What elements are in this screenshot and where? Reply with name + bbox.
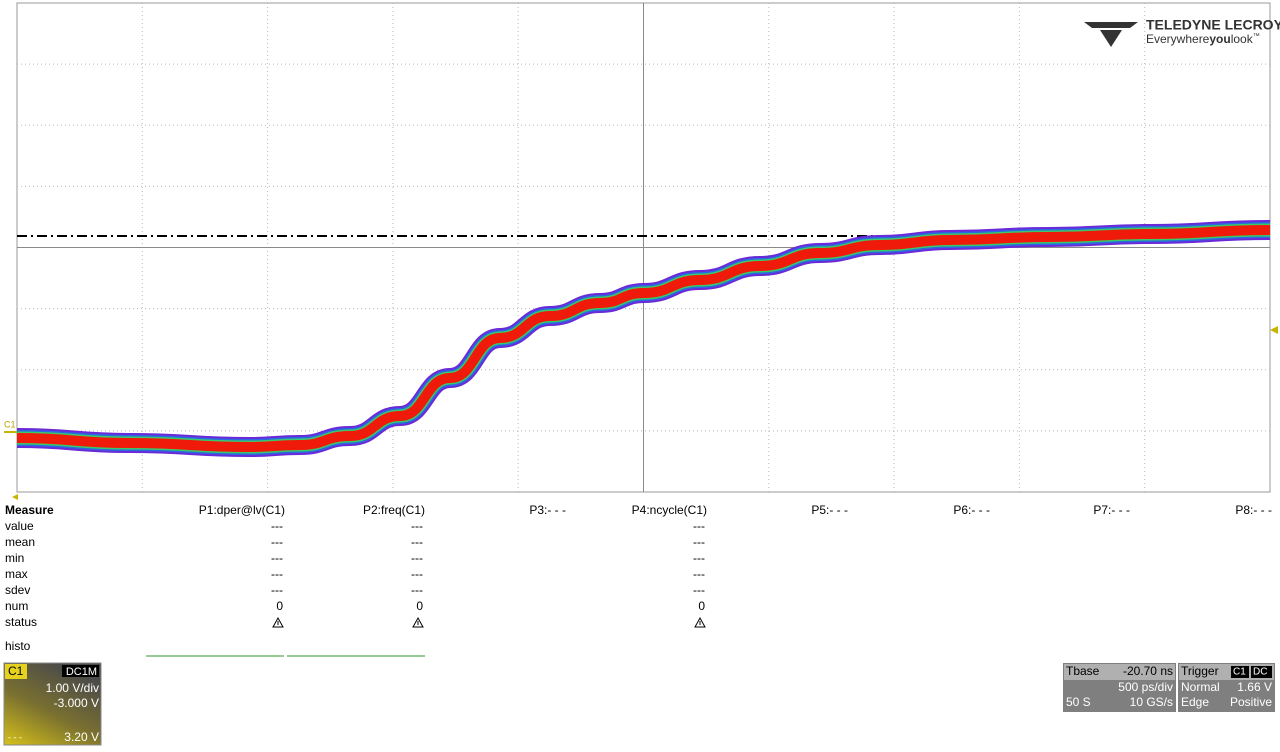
waveform — [16, 220, 1271, 458]
logo: TELEDYNE LECROY Everywhereyoulook™ — [1084, 17, 1280, 47]
tagline: Everywhereyoulook™ — [1146, 32, 1260, 46]
vscale: 1.00 V/div — [46, 681, 99, 695]
brand: TELEDYNE LECROY — [1146, 17, 1280, 33]
channel-box[interactable]: C1 DC1M 1.00 V/div -3.000 V - - - 3.20 V — [3, 662, 102, 746]
param-header: P4:ncycle(C1) — [632, 503, 707, 517]
status-icon — [272, 616, 284, 628]
logo-icon — [1100, 30, 1122, 47]
trigger-box[interactable]: Trigger C1 DC Normal 1.66 V Edge Positiv… — [1178, 663, 1275, 712]
timebase-header — [1064, 664, 1175, 680]
row-label: value — [5, 519, 34, 533]
trigger-slope: Positive — [1230, 695, 1272, 709]
tbase-delay: -20.70 ns — [1123, 664, 1173, 678]
param-value: --- — [411, 583, 423, 597]
param-value: --- — [271, 519, 283, 533]
waveform-band — [16, 225, 1271, 453]
measure-table: Measure histo value mean min max sdev num stat… — [5, 503, 1272, 657]
param-value: --- — [411, 551, 423, 565]
channel-value: 3.20 V — [64, 730, 99, 744]
param-value: 0 — [416, 599, 423, 613]
param-header: P5:- - - — [811, 503, 848, 517]
param-header: P8:- - - — [1235, 503, 1272, 517]
param-header: P1:dper@lv(C1) — [199, 503, 285, 517]
trigger-source: C1 — [1233, 667, 1246, 678]
tbase-rate: 10 GS/s — [1130, 695, 1173, 709]
channel-tag — [5, 664, 27, 679]
offset: -3.000 V — [54, 696, 99, 710]
param-value: --- — [271, 583, 283, 597]
param-value: --- — [271, 567, 283, 581]
param-header: P3:- - - — [529, 503, 566, 517]
source-tag — [1231, 666, 1249, 678]
param-value: 0 — [698, 599, 705, 613]
status-icon — [412, 616, 424, 628]
row-label: sdev — [5, 583, 30, 597]
param-value: --- — [693, 583, 705, 597]
trigger-mode: Normal — [1181, 680, 1220, 694]
measure-title: Measure — [5, 503, 54, 517]
channel-marker-text: - - - — [8, 732, 22, 742]
param-value: --- — [693, 551, 705, 565]
row-label: min — [5, 551, 24, 565]
trigger-coupling: DC — [1253, 667, 1267, 678]
param-header: P2:freq(C1) — [363, 503, 425, 517]
channel-name: C1 — [8, 664, 24, 678]
param-value: 0 — [276, 599, 283, 613]
trigger-label: Trigger — [1181, 664, 1219, 678]
row-label: max — [5, 567, 28, 581]
param-header: P6:- - - — [953, 503, 990, 517]
tbase-scale: 500 ps/div — [1118, 680, 1173, 694]
param-value: --- — [693, 519, 705, 533]
timebase-box[interactable]: Tbase -20.70 ns 500 ps/div 50 S 10 GS/s — [1063, 663, 1176, 712]
param-header: P7:- - - — [1093, 503, 1130, 517]
param-value: --- — [411, 519, 423, 533]
channel-marker: C1 — [4, 419, 16, 429]
histo-label: histo — [5, 639, 31, 653]
trigger-level-text: 1.66 V — [1237, 680, 1272, 694]
time-marker — [12, 494, 18, 500]
trigger-type: Edge — [1181, 695, 1209, 709]
param-value: --- — [411, 567, 423, 581]
tbase-label: Tbase — [1066, 664, 1100, 678]
row-label: status — [5, 615, 37, 629]
coupling-tag — [62, 665, 99, 677]
status-icon — [694, 616, 706, 628]
param-value: --- — [411, 535, 423, 549]
coupling: DC1M — [66, 666, 97, 678]
logo-icon — [1084, 22, 1138, 28]
row-label: mean — [5, 535, 35, 549]
row-label: num — [5, 599, 28, 613]
param-value: --- — [693, 535, 705, 549]
tbase-samples: 50 S — [1066, 695, 1091, 709]
coupling-tag — [1251, 666, 1272, 678]
param-value: --- — [271, 551, 283, 565]
trigger-header — [1179, 664, 1274, 680]
param-value: --- — [271, 535, 283, 549]
param-value: --- — [693, 567, 705, 581]
trigger-marker — [1270, 326, 1278, 334]
